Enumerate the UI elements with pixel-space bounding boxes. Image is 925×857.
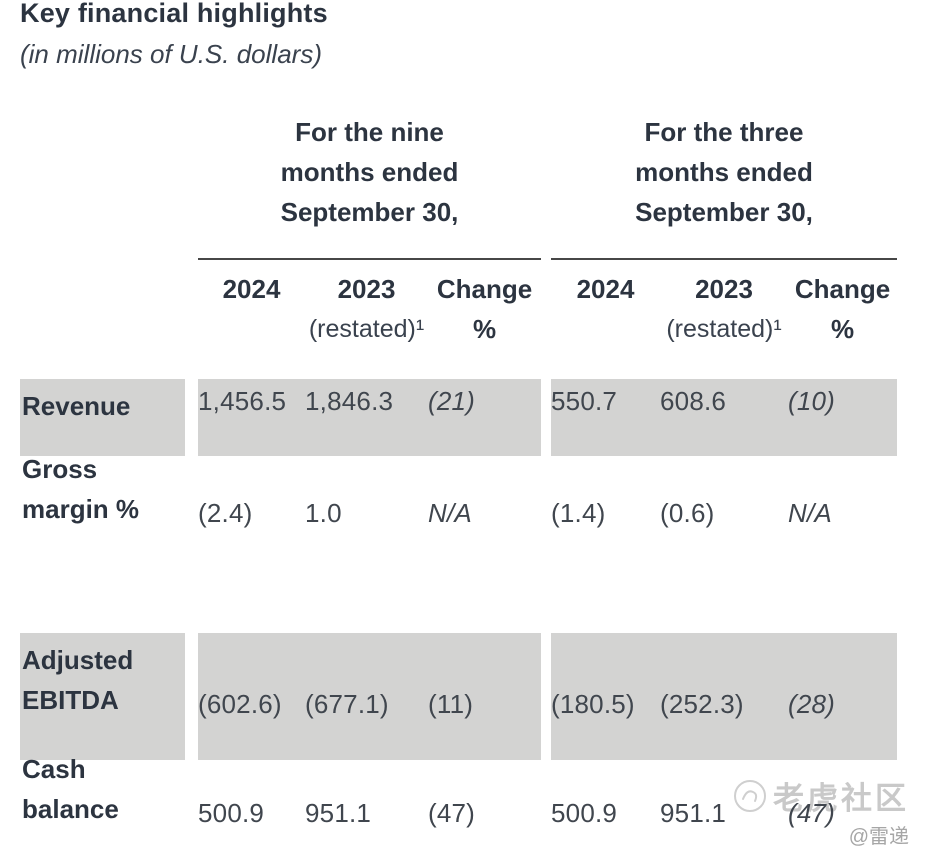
column-gap xyxy=(185,760,198,857)
table-row-revenue: Revenue 1,456.5 1,846.3 (21) 550.7 608.6… xyxy=(20,379,897,456)
column-gap xyxy=(185,633,198,760)
value-cell: (47) xyxy=(428,798,476,828)
tiger-logo-icon xyxy=(734,779,766,812)
column-gap xyxy=(185,379,198,456)
row-label: Revenue xyxy=(22,391,131,421)
table-row-cash-balance: Cash balance 500.9 951.1 (47) 500.9 951.… xyxy=(20,754,897,857)
group-header-nine-months: For the nine months ended September 30, xyxy=(198,112,541,260)
watermark: 老虎社区 @雷递 xyxy=(733,773,909,849)
value-cell: 500.9 xyxy=(551,798,618,828)
spacer xyxy=(0,349,925,379)
column-header-2023-three: 2023 (restated)¹ xyxy=(660,260,788,349)
column-header-2024-nine: 2024 xyxy=(198,260,305,349)
group-header-line: September 30, xyxy=(635,197,813,227)
row-label: Cash balance xyxy=(20,749,119,829)
row-label-cell: Cash balance xyxy=(20,754,185,857)
value-cell: 608.6 xyxy=(660,379,788,456)
column-header-label: Change xyxy=(436,274,533,304)
column-header-label: 2023 xyxy=(337,274,396,304)
row-label-line: Adjusted xyxy=(22,645,134,675)
value-cell: 951.1 xyxy=(660,798,727,828)
row-label-line: Cash xyxy=(22,754,86,784)
group-header-row: For the nine months ended September 30, … xyxy=(20,112,897,260)
value-cell: (602.6) xyxy=(198,633,305,760)
value-cell: 1,846.3 xyxy=(305,379,428,456)
column-header-change-three: Change % xyxy=(788,260,897,349)
watermark-row: 老虎社区 xyxy=(733,773,909,818)
column-gap xyxy=(541,760,551,857)
value-cell: (21) xyxy=(428,379,541,456)
column-header-label: 2024 xyxy=(576,274,635,304)
value-cell: N/A xyxy=(788,498,832,528)
page-title: Key financial highlights xyxy=(20,0,328,28)
value-cell: (1.4) xyxy=(551,498,606,528)
spacer xyxy=(20,260,185,349)
value-cell: 1,456.5 xyxy=(198,379,305,456)
value-cell: (11) xyxy=(428,633,541,760)
value-cell: 1.0 xyxy=(305,498,342,528)
spacer xyxy=(541,260,551,349)
column-gap xyxy=(541,456,551,551)
value-cell: (0.6) xyxy=(660,498,715,528)
row-label-cell: Adjusted EBITDA xyxy=(20,633,185,760)
value-cell: (28) xyxy=(788,633,897,760)
value-cell: (677.1) xyxy=(305,633,428,760)
value-cell: (47) xyxy=(788,798,836,828)
value-cell: 500.9 xyxy=(198,798,265,828)
group-header-line: months ended xyxy=(635,157,813,187)
page-subtitle: (in millions of U.S. dollars) xyxy=(20,39,322,69)
table-row-adjusted-ebitda: Adjusted EBITDA (602.6) (677.1) (11) (18… xyxy=(20,633,897,760)
group-header-three-months: For the three months ended September 30, xyxy=(551,112,897,260)
column-gap xyxy=(541,379,551,456)
value-cell: (252.3) xyxy=(660,633,788,760)
column-header-row: 2024 2023 (restated)¹ Change % 2024 2023… xyxy=(20,260,897,349)
column-header-sublabel: (restated)¹ xyxy=(308,315,425,343)
column-gap xyxy=(185,456,198,551)
column-header-sublabel: % xyxy=(472,314,497,344)
spacer xyxy=(541,112,551,260)
watermark-community-label: 老虎社区 xyxy=(773,781,909,816)
column-header-2024-three: 2024 xyxy=(551,260,660,349)
column-header-label: Change xyxy=(794,274,891,304)
value-cell: N/A xyxy=(428,498,472,528)
row-label-cell: Gross margin % xyxy=(20,454,185,551)
column-header-change-nine: Change % xyxy=(428,260,541,349)
row-label-line: Gross xyxy=(22,454,98,484)
group-header-line: months ended xyxy=(280,157,459,187)
table-row-gross-margin: Gross margin % (2.4) 1.0 N/A (1.4) (0.6)… xyxy=(20,454,897,551)
row-label-line: EBITDA xyxy=(22,685,119,715)
row-label: Gross margin % xyxy=(20,449,139,529)
column-header-sublabel: % xyxy=(830,314,855,344)
group-header-line: September 30, xyxy=(280,197,459,227)
row-label-line: margin % xyxy=(22,494,140,524)
group-header-line: For the three xyxy=(644,117,804,147)
spacer xyxy=(20,112,185,260)
watermark-author-label: @雷递 xyxy=(848,826,909,848)
value-cell: (180.5) xyxy=(551,633,660,760)
column-header-label: 2023 xyxy=(695,274,753,304)
column-header-sublabel: (restated)¹ xyxy=(666,315,782,343)
value-cell: 550.7 xyxy=(551,379,660,456)
spacer xyxy=(185,260,198,349)
group-header-line: For the nine xyxy=(295,117,444,147)
row-label: Adjusted EBITDA xyxy=(20,640,133,720)
value-cell: (2.4) xyxy=(198,498,253,528)
row-label-cell: Revenue xyxy=(20,379,185,456)
value-cell: 951.1 xyxy=(305,798,372,828)
row-label-line: balance xyxy=(22,794,119,824)
column-gap xyxy=(541,633,551,760)
column-header-2023-nine: 2023 (restated)¹ xyxy=(305,260,428,349)
value-cell: (10) xyxy=(788,379,897,456)
spacer xyxy=(185,112,198,260)
column-header-label: 2024 xyxy=(222,274,281,304)
spacer xyxy=(0,551,925,633)
